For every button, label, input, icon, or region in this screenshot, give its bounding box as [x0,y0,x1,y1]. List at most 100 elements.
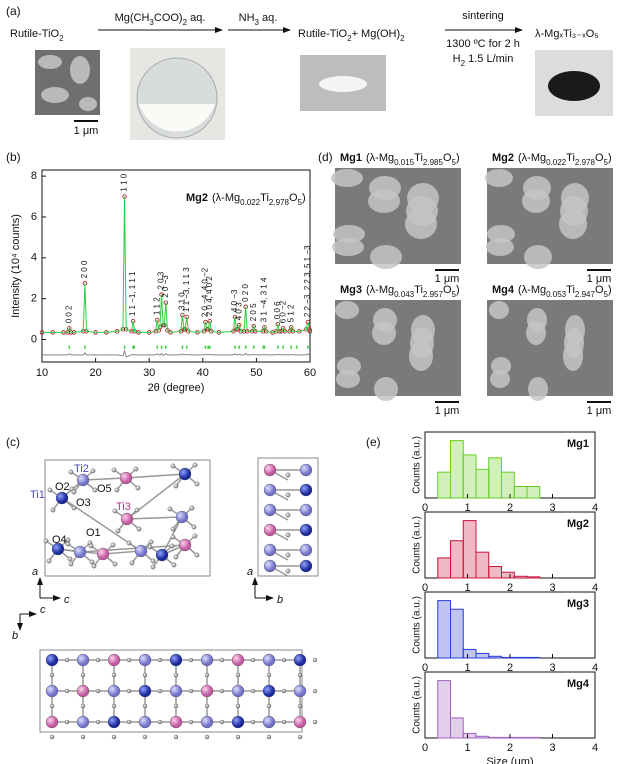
atom [204,703,210,709]
atom [111,672,117,678]
sem-grain [491,357,511,375]
atom [297,703,303,709]
atom [138,653,152,667]
atom [281,657,287,663]
bar [488,736,502,739]
chart-title: Mg3 [567,598,589,610]
atom [89,559,95,565]
data-point [262,325,267,330]
peak-label: 4 0 −3 [230,289,239,312]
atom [194,481,200,487]
atom [169,653,183,667]
sample-formula: (λ-Mg0.015Ti2.985O5) [366,152,460,167]
atom [76,715,90,729]
atom [46,558,52,564]
atom [64,688,70,694]
bar [462,454,477,499]
atom [157,657,163,663]
data-point [67,326,72,331]
sem-grain [527,308,547,332]
atom [129,560,135,566]
y-tick-label: 6 [31,211,37,223]
series-line [42,348,310,358]
atom [71,505,77,511]
atom [43,538,49,544]
x-tick-label: 40 [197,367,209,379]
atom [95,719,101,725]
atom [293,684,307,698]
atom [250,719,256,725]
axis-arrows [17,577,274,631]
x-tick-label: 4 [592,742,598,754]
panel-label: (b) [6,150,21,164]
atom [111,467,117,473]
sample-formula: (λ-Mg0.053Ti2.947O5) [518,284,612,299]
data-point [235,327,240,332]
sem-grain [370,245,402,269]
atom [126,540,132,546]
x-tick-label: 4 [592,582,598,594]
atom [173,672,179,678]
atom [293,715,307,729]
bond [125,473,186,479]
atom [92,487,98,493]
atom [263,463,277,477]
x-tick-label: 3 [549,502,555,514]
atom [285,532,291,538]
axis-label: b [12,630,18,642]
peak-label: 4 0 3 [234,302,243,320]
sem-grain [336,370,360,388]
atom [114,487,120,493]
atom-label: O5 [97,483,112,495]
bond [126,516,183,520]
bar [488,566,502,579]
atom [231,715,245,729]
bar [488,655,502,659]
atom [189,505,195,511]
y-axis-label: Counts (a.u.) [412,436,423,494]
atom [111,734,117,740]
start-material: Rutile-TiO2 [10,28,64,43]
atom [169,543,175,549]
peak-label: 3 1 −4, 3 1 4 [260,277,269,322]
atom [107,653,121,667]
y-axis-label: Counts (a.u.) [412,676,423,734]
x-axis-label: Size (μm) [486,756,533,764]
atom [175,510,189,524]
atom [135,485,141,491]
atom [266,703,272,709]
bond [82,477,127,481]
atom [80,703,86,709]
atom [266,734,272,740]
atom [281,719,287,725]
atom [76,473,90,487]
bar [475,551,490,579]
bar [475,468,490,499]
bar [501,471,515,499]
atom [45,715,59,729]
x-tick-label: 60 [304,367,316,379]
peak-label: 0 0 6 [273,301,282,319]
powder [319,76,367,92]
atom [170,534,176,540]
atom [263,523,277,537]
x-tick-label: 1 [464,582,470,594]
bar [462,520,477,579]
chart-title: Mg2 [567,518,589,530]
x-tick-label: 2 [507,502,513,514]
x-tick-label: 2 [507,662,513,674]
atom [231,684,245,698]
process: sintering [462,10,504,22]
x-tick-label: 50 [250,367,262,379]
atom [219,688,225,694]
bar [526,736,541,739]
atom [178,467,192,481]
peak-label: 2 0 −3 [161,275,170,298]
sample-label: Mg4 [492,284,515,296]
atom [95,688,101,694]
x-tick-label: 3 [549,662,555,674]
atom [55,491,69,505]
atom [67,556,73,562]
atom [68,561,74,567]
